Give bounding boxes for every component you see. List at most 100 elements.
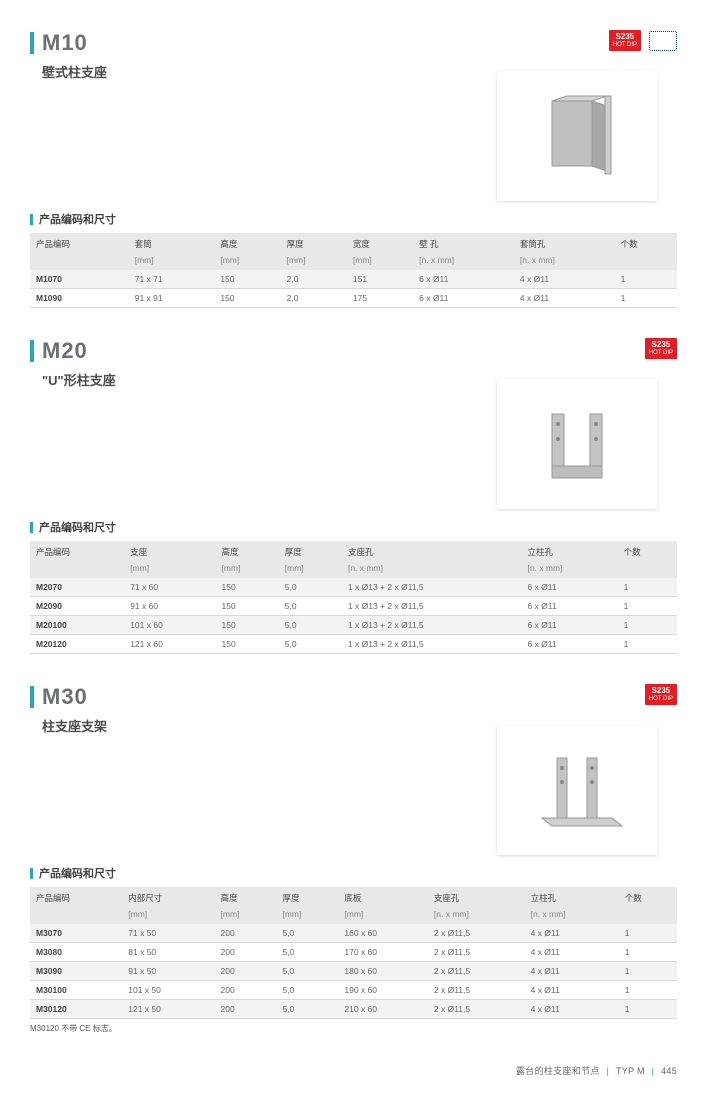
accent-bar	[30, 686, 34, 708]
section-m20: M20 "U"形柱支座 S235 HOT DIP 产品编码和尺寸 产品编码支座高…	[30, 338, 677, 654]
model-title: M10	[42, 30, 88, 56]
eu-stars-icon	[649, 31, 677, 51]
product-image-m20	[497, 379, 657, 509]
cell: 180 x 60	[338, 962, 427, 981]
col-unit: [mm]	[124, 563, 215, 578]
cell: M2090	[30, 597, 124, 616]
footer-sep: |	[652, 1066, 655, 1076]
table-row: M20120121 x 601505,01 x Ø13 + 2 x Ø11,56…	[30, 635, 677, 654]
cell: 1	[619, 981, 677, 1000]
model-title: M20	[42, 338, 88, 364]
col-unit: [n. x mm]	[525, 909, 619, 924]
product-image-m30	[497, 725, 657, 855]
table-m20: 产品编码支座高度厚度支座孔立柱孔个数[mm][mm][mm][n. x mm][…	[30, 541, 677, 654]
cell: M30100	[30, 981, 122, 1000]
badge-text: S235	[652, 686, 671, 695]
badge-text: S235	[652, 340, 671, 349]
col-header: 厚度	[281, 233, 347, 255]
model-subtitle: 柱支座支架	[42, 716, 645, 735]
footer-page: 445	[661, 1066, 677, 1076]
col-header: 套筒孔	[514, 233, 615, 255]
cell: M3070	[30, 924, 122, 943]
col-unit: [n. x mm]	[428, 909, 525, 924]
cell: 121 x 50	[122, 1000, 214, 1019]
cell: M30120	[30, 1000, 122, 1019]
cell: 1	[618, 616, 677, 635]
col-header: 底板	[338, 887, 427, 909]
table-row: M107071 x 711502,01516 x Ø114 x Ø111	[30, 270, 677, 289]
cell: 101 x 50	[122, 981, 214, 1000]
cell: 2 x Ø11,5	[428, 943, 525, 962]
footer-typ: TYP M	[616, 1066, 645, 1076]
cell: 71 x 60	[124, 578, 215, 597]
accent-bar	[30, 214, 33, 225]
cell: 1	[618, 578, 677, 597]
cell: 1 x Ø13 + 2 x Ø11,5	[342, 635, 521, 654]
table-note: M30120 不带 CE 标志。	[30, 1023, 677, 1034]
col-header: 个数	[619, 887, 677, 909]
cell: 150	[214, 270, 280, 289]
col-header: 高度	[214, 233, 280, 255]
col-header: 内部尺寸	[122, 887, 214, 909]
col-unit: [mm]	[214, 255, 280, 270]
col-header: 个数	[618, 541, 677, 563]
cell: 121 x 60	[124, 635, 215, 654]
col-unit	[30, 255, 129, 270]
table-head: 产品编码内部尺寸高度厚度底板支座孔立柱孔个数[mm][mm][mm][mm][n…	[30, 887, 677, 924]
page-footer: 露台的柱支座和节点 | TYP M | 445	[30, 1064, 677, 1077]
table-row: M209091 x 601505,01 x Ø13 + 2 x Ø11,56 x…	[30, 597, 677, 616]
table-row: M307071 x 502005,0160 x 602 x Ø11,54 x Ø…	[30, 924, 677, 943]
cell: 5,0	[279, 597, 342, 616]
cell: 2 x Ø11,5	[428, 981, 525, 1000]
cell: 1	[619, 943, 677, 962]
col-header: 个数	[615, 233, 677, 255]
table-row: M109091 x 911502,01756 x Ø114 x Ø111	[30, 289, 677, 308]
cell: M3090	[30, 962, 122, 981]
col-unit: [mm]	[215, 909, 277, 924]
cell: 200	[215, 1000, 277, 1019]
col-header: 宽度	[347, 233, 413, 255]
cell: 91 x 91	[129, 289, 215, 308]
table-row: M309091 x 502005,0180 x 602 x Ø11,54 x Ø…	[30, 962, 677, 981]
cell: 151	[347, 270, 413, 289]
col-header: 立柱孔	[525, 887, 619, 909]
cell: 1	[615, 289, 677, 308]
cell: 4 x Ø11	[525, 981, 619, 1000]
col-unit	[618, 563, 677, 578]
cell: 6 x Ø11	[521, 597, 617, 616]
accent-bar	[30, 522, 33, 533]
accent-bar	[30, 32, 34, 54]
cell: 6 x Ø11	[521, 616, 617, 635]
section-label: 产品编码和尺寸	[39, 865, 116, 881]
col-unit	[619, 909, 677, 924]
footer-sep: |	[607, 1066, 610, 1076]
badge-sub: HOT DIP	[649, 696, 673, 703]
cell: 1	[619, 1000, 677, 1019]
cell: 1	[618, 597, 677, 616]
table-m10: 产品编码套筒高度厚度宽度壁 孔套筒孔个数[mm][mm][mm][mm][n. …	[30, 233, 677, 308]
cell: 101 x 60	[124, 616, 215, 635]
cell: 2,0	[281, 289, 347, 308]
model-title: M30	[42, 684, 88, 710]
table-body: M307071 x 502005,0160 x 602 x Ø11,54 x Ø…	[30, 924, 677, 1019]
section-label: 产品编码和尺寸	[39, 211, 116, 227]
cell: 200	[215, 924, 277, 943]
cell: 150	[216, 578, 279, 597]
model-subtitle: 壁式柱支座	[42, 62, 609, 81]
col-unit: [n. x mm]	[521, 563, 617, 578]
col-header: 厚度	[276, 887, 338, 909]
col-header: 立柱孔	[521, 541, 617, 563]
cell: 6 x Ø11	[521, 635, 617, 654]
col-header: 高度	[215, 887, 277, 909]
table-row: M30120121 x 502005,0210 x 602 x Ø11,54 x…	[30, 1000, 677, 1019]
model-subtitle: "U"形柱支座	[42, 370, 645, 389]
cell: 4 x Ø11	[525, 962, 619, 981]
cell: 1 x Ø13 + 2 x Ø11,5	[342, 597, 521, 616]
cell: 2 x Ø11,5	[428, 924, 525, 943]
cell: 1	[619, 962, 677, 981]
col-header: 支座	[124, 541, 215, 563]
cell: 5,0	[279, 635, 342, 654]
col-unit: [n. x mm]	[342, 563, 521, 578]
col-unit	[615, 255, 677, 270]
table-m30: 产品编码内部尺寸高度厚度底板支座孔立柱孔个数[mm][mm][mm][mm][n…	[30, 887, 677, 1019]
